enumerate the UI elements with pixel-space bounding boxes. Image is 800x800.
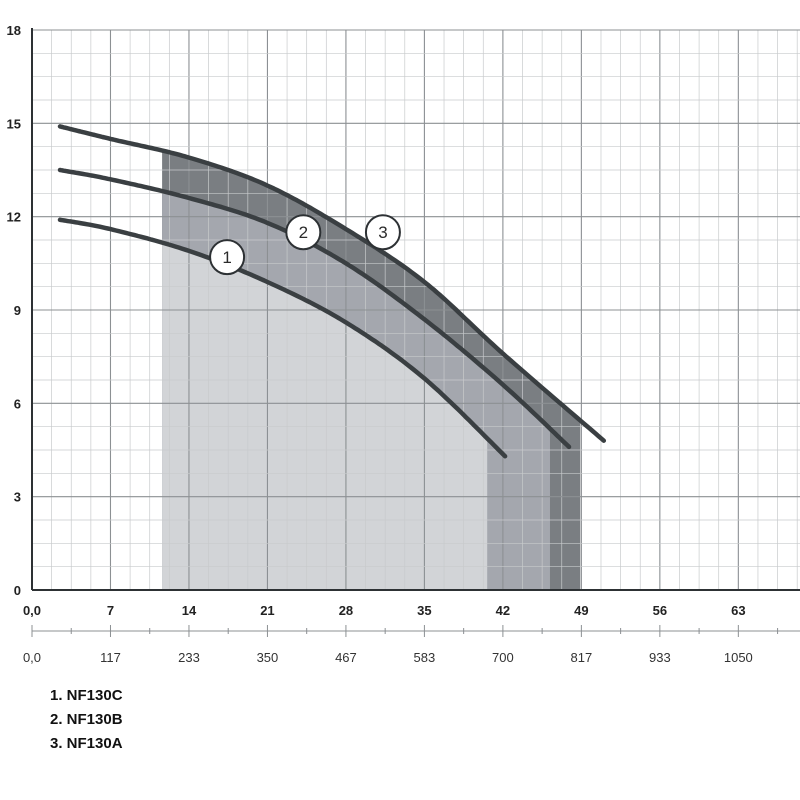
y-tick-label: 12 (7, 210, 21, 225)
x2-tick-label: 467 (335, 650, 357, 665)
legend-item: 1. NF130C (50, 687, 123, 704)
chart-axes (31, 28, 800, 637)
legend-item: 2. NF130B (50, 711, 123, 728)
x-tick-label: 56 (653, 603, 667, 618)
curve-marker-3: 3 (364, 214, 401, 251)
curve-1 (57, 217, 508, 459)
x-tick-label: 0,0 (23, 603, 41, 618)
x-tick-label: 35 (417, 603, 431, 618)
legend: 1. NF130C 2. NF130B 3. NF130A (50, 684, 123, 756)
x2-tick-label: 233 (178, 650, 200, 665)
x-tick-label: 42 (496, 603, 510, 618)
curve-marker-2: 2 (285, 214, 322, 251)
y-tick-label: 18 (7, 23, 21, 38)
x2-tick-label: 350 (257, 650, 279, 665)
operating-band-1 (162, 242, 488, 590)
x2-tick-label: 1050 (724, 650, 753, 665)
marker-label: 1 (222, 248, 231, 267)
x2-tick-label: 0,0 (23, 650, 41, 665)
x-tick-label: 49 (574, 603, 588, 618)
y-tick-label: 3 (14, 490, 21, 505)
y-tick-label: 0 (14, 583, 21, 598)
x-tick-label: 14 (182, 603, 197, 618)
x-tick-labels: 0,0 7 14 21 28 35 42 49 56 63 (23, 603, 746, 618)
y-tick-label: 6 (14, 396, 21, 411)
marker-circle (364, 214, 401, 251)
y-tick-label: 15 (7, 116, 21, 131)
x-tick-label: 21 (260, 603, 274, 618)
marker-label: 2 (299, 223, 308, 242)
legend-item: 3. NF130A (50, 735, 123, 752)
curve-markers: 1 2 3 (209, 214, 401, 276)
x2-tick-labels: 0,0 117 233 350 467 583 700 817 933 1050 (23, 650, 753, 665)
x-tick-label: 7 (107, 603, 114, 618)
curve-3 (57, 124, 607, 443)
x2-tick-label: 583 (414, 650, 436, 665)
marker-circle (209, 239, 246, 276)
y-tick-labels: 0 3 6 9 12 15 18 (7, 23, 21, 598)
x2-tick-label: 117 (100, 650, 121, 665)
marker-label: 3 (378, 223, 387, 242)
curve-marker-1: 1 (209, 239, 246, 276)
y-tick-label: 9 (14, 303, 21, 318)
x2-tick-label: 933 (649, 650, 671, 665)
x-tick-label: 28 (339, 603, 353, 618)
operating-range-bands (162, 150, 581, 590)
x2-tick-label: 817 (571, 650, 593, 665)
marker-circle (285, 214, 322, 251)
x2-tick-label: 700 (492, 650, 514, 665)
x-tick-label: 63 (731, 603, 745, 618)
